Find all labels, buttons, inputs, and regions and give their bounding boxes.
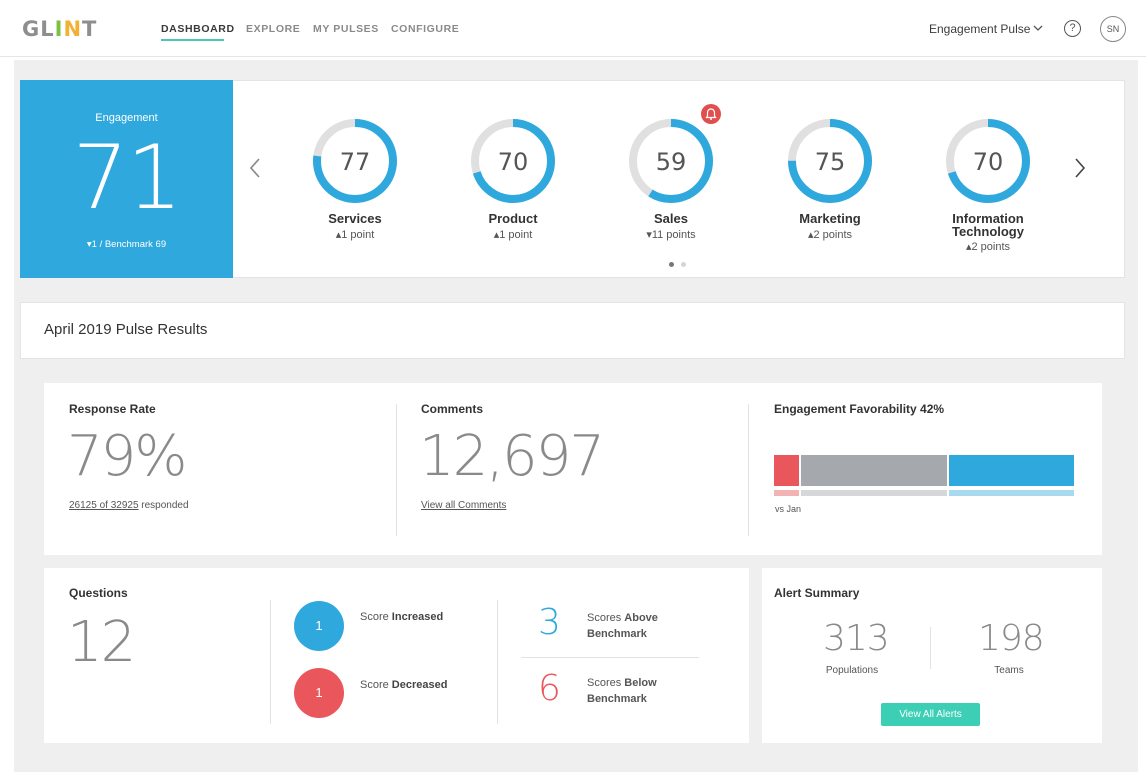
pulse-results-header bbox=[20, 302, 1125, 359]
department-name: Sales bbox=[654, 211, 688, 226]
unfavorable-segment[interactable] bbox=[774, 455, 799, 486]
engagement-label: Engagement bbox=[95, 112, 158, 124]
decreased-count-circle[interactable]: 1 bbox=[294, 668, 344, 718]
top-nav bbox=[0, 0, 1146, 57]
questions-card bbox=[44, 568, 749, 743]
donut-score-arc bbox=[471, 119, 555, 203]
teams-count[interactable]: 198 bbox=[978, 618, 1045, 659]
comments-title: Comments bbox=[421, 402, 484, 416]
divider bbox=[521, 657, 699, 658]
questions-title: Questions bbox=[69, 586, 128, 600]
department-score: 70 bbox=[497, 148, 529, 176]
chevron-down-icon[interactable] bbox=[1033, 22, 1043, 34]
donut-chart[interactable] bbox=[787, 118, 873, 204]
donut-score-arc bbox=[946, 119, 1030, 203]
tab-dashboard[interactable]: DASHBOARD bbox=[161, 23, 235, 35]
active-tab-underline bbox=[161, 39, 224, 41]
alert-summary-title: Alert Summary bbox=[774, 586, 860, 600]
response-rate-title: Response Rate bbox=[69, 402, 156, 416]
department-score: 77 bbox=[339, 148, 371, 176]
bell-alert-icon[interactable] bbox=[701, 104, 721, 124]
carousel-dot[interactable] bbox=[681, 262, 686, 267]
below-benchmark-count[interactable]: 6 bbox=[538, 668, 561, 709]
department-score: 59 bbox=[655, 148, 687, 176]
increased-count-circle[interactable]: 1 bbox=[294, 601, 344, 651]
below-benchmark-label: Scores Below Benchmark bbox=[587, 677, 657, 705]
pulse-selector[interactable]: Engagement Pulse bbox=[929, 22, 1031, 36]
divider bbox=[497, 600, 498, 724]
favorable-segment[interactable] bbox=[949, 455, 1074, 486]
previous-neutral-segment bbox=[801, 490, 947, 496]
department-change: ▴2 points bbox=[807, 229, 853, 241]
department-name: Marketing bbox=[799, 211, 861, 226]
above-benchmark-label: Scores Above Benchmark bbox=[587, 612, 658, 640]
user-avatar[interactable]: SN bbox=[1100, 16, 1126, 42]
divider bbox=[930, 627, 931, 669]
department-name: Information Technology bbox=[952, 211, 1024, 239]
favorability-previous-bar bbox=[774, 490, 1076, 496]
view-comments-link[interactable]: View all Comments bbox=[421, 500, 507, 511]
donut-score-arc bbox=[788, 119, 872, 203]
response-rate-value: 79% bbox=[67, 424, 187, 489]
chevron-right-icon[interactable] bbox=[1073, 156, 1087, 180]
donut-chart[interactable] bbox=[312, 118, 398, 204]
divider bbox=[748, 404, 749, 536]
department-change: ▾11 points bbox=[646, 229, 696, 241]
divider bbox=[396, 404, 397, 536]
department-score: 75 bbox=[814, 148, 846, 176]
tab-explore[interactable]: EXPLORE bbox=[246, 23, 301, 35]
populations-label: Populations bbox=[825, 665, 879, 676]
view-all-alerts-button[interactable]: View All Alerts bbox=[881, 703, 980, 726]
donut-chart[interactable] bbox=[628, 118, 714, 204]
donut-chart[interactable] bbox=[945, 118, 1031, 204]
department-name: Services bbox=[328, 211, 382, 226]
donut-chart[interactable] bbox=[470, 118, 556, 204]
responded-text: 26125 of 32925 responded bbox=[69, 500, 189, 511]
engagement-benchmark: ▾1 / Benchmark 69 bbox=[86, 239, 167, 250]
tab-my-pulses[interactable]: MY PULSES bbox=[313, 23, 379, 35]
tab-configure[interactable]: CONFIGURE bbox=[391, 23, 460, 35]
engagement-summary[interactable]: Engagement 71 ▾1 / Benchmark 69 bbox=[20, 80, 233, 278]
questions-value: 12 bbox=[67, 610, 136, 675]
department-change: ▴1 point bbox=[335, 229, 375, 241]
above-benchmark-count[interactable]: 3 bbox=[538, 602, 561, 643]
chevron-left-icon[interactable] bbox=[248, 156, 262, 180]
favorability-bar[interactable] bbox=[774, 455, 1076, 486]
teams-label: Teams bbox=[994, 665, 1024, 676]
donut-score-arc bbox=[313, 119, 397, 203]
neutral-segment[interactable] bbox=[801, 455, 947, 486]
department-name: Product bbox=[488, 211, 538, 226]
previous-unfavorable-segment bbox=[774, 490, 799, 496]
divider bbox=[270, 600, 271, 724]
previous-favorable-segment bbox=[949, 490, 1074, 496]
favorability-title: Engagement Favorability 42% bbox=[774, 402, 945, 416]
department-change: ▴2 points bbox=[965, 241, 1011, 253]
comments-value: 12,697 bbox=[419, 424, 605, 489]
responded-link[interactable]: 26125 of 32925 bbox=[69, 500, 139, 511]
carousel-dot-active[interactable] bbox=[669, 262, 674, 267]
pulse-results-title: April 2019 Pulse Results bbox=[44, 321, 208, 338]
department-score: 70 bbox=[972, 148, 1004, 176]
glint-logo[interactable]: GLINT bbox=[22, 17, 98, 41]
score-decreased-label: Score Decreased bbox=[360, 679, 448, 691]
engagement-score: 71 bbox=[72, 126, 183, 229]
help-icon[interactable]: ? bbox=[1064, 20, 1081, 37]
favorability-compare: vs Jan bbox=[775, 504, 802, 514]
department-change: ▴1 point bbox=[493, 229, 533, 241]
donut-score-arc bbox=[629, 119, 713, 203]
populations-count[interactable]: 313 bbox=[823, 618, 890, 659]
score-increased-label: Score Increased bbox=[360, 611, 444, 623]
